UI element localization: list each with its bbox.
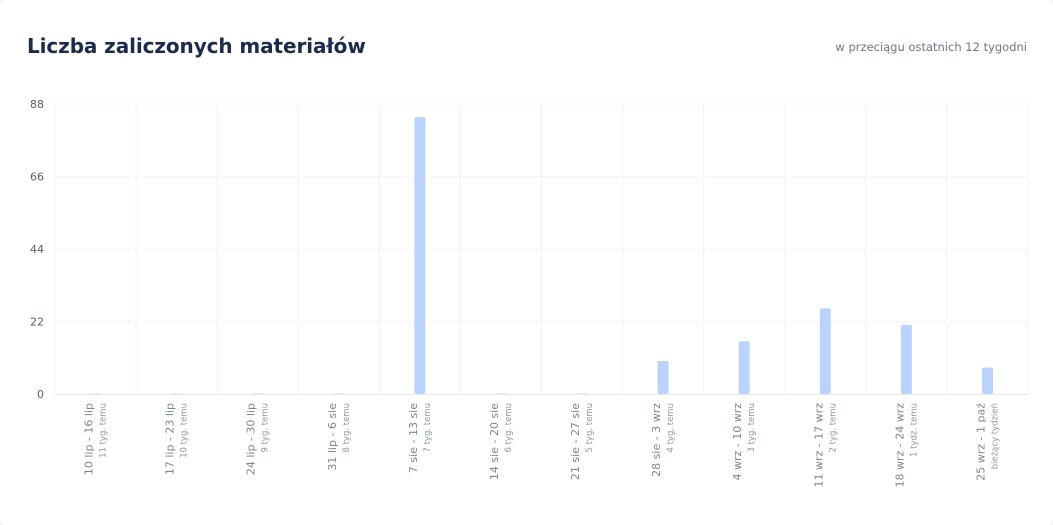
bar xyxy=(495,393,507,394)
x-tick-label: 25 wrz - 1 paź xyxy=(974,403,987,481)
x-tick-label: 28 sie - 3 wrz xyxy=(650,403,663,477)
x-tick-sublabel: 6 tyg. temu xyxy=(504,403,514,453)
y-tick-label: 0 xyxy=(37,388,44,401)
x-tick-sublabel: 1 tydz. temu xyxy=(909,403,919,457)
x-tick-sublabel: 7 tyg. temu xyxy=(423,403,433,453)
x-tick-sublabel: bieżący tydzień xyxy=(990,403,1000,469)
bar xyxy=(738,341,750,394)
bar xyxy=(657,361,669,394)
bar xyxy=(90,393,102,394)
x-tick-sublabel: 11 tyg. temu xyxy=(99,403,109,458)
x-tick-label: 24 lip - 30 lip xyxy=(245,403,258,475)
x-tick-sublabel: 3 tyg. temu xyxy=(747,403,757,453)
y-tick-label: 22 xyxy=(30,316,44,329)
bar xyxy=(981,367,993,394)
bar xyxy=(576,393,588,394)
x-tick-label: 11 wrz - 17 wrz xyxy=(812,403,825,488)
x-tick-label: 7 sie - 13 sie xyxy=(407,403,420,473)
bar xyxy=(900,324,912,394)
x-tick-label: 14 sie - 20 sie xyxy=(488,403,501,480)
bar xyxy=(252,393,264,394)
bar xyxy=(819,308,831,394)
y-tick-label: 66 xyxy=(30,171,44,184)
bar xyxy=(414,117,426,394)
chart-subtitle: w przeciągu ostatnich 12 tygodni xyxy=(835,40,1027,54)
y-tick-label: 88 xyxy=(30,98,44,111)
bar xyxy=(171,393,183,394)
x-tick-sublabel: 4 tyg. temu xyxy=(666,403,676,453)
x-tick-label: 4 wrz - 10 wrz xyxy=(731,403,744,481)
x-tick-label: 10 lip - 16 lip xyxy=(83,403,96,475)
x-tick-label: 17 lip - 23 lip xyxy=(164,403,177,475)
x-tick-sublabel: 10 tyg. temu xyxy=(180,403,190,458)
x-tick-sublabel: 9 tyg. temu xyxy=(261,403,271,453)
chart-title: Liczba zaliczonych materiałów xyxy=(27,34,366,58)
x-tick-label: 31 lip - 6 sie xyxy=(326,403,339,471)
x-tick-label: 18 wrz - 24 wrz xyxy=(893,403,906,488)
x-tick-sublabel: 2 tyg. temu xyxy=(828,403,838,453)
y-tick-label: 44 xyxy=(30,243,44,256)
x-tick-sublabel: 5 tyg. temu xyxy=(585,403,595,453)
bar xyxy=(333,393,345,394)
x-tick-label: 21 sie - 27 sie xyxy=(569,403,582,480)
x-tick-sublabel: 8 tyg. temu xyxy=(342,403,352,453)
